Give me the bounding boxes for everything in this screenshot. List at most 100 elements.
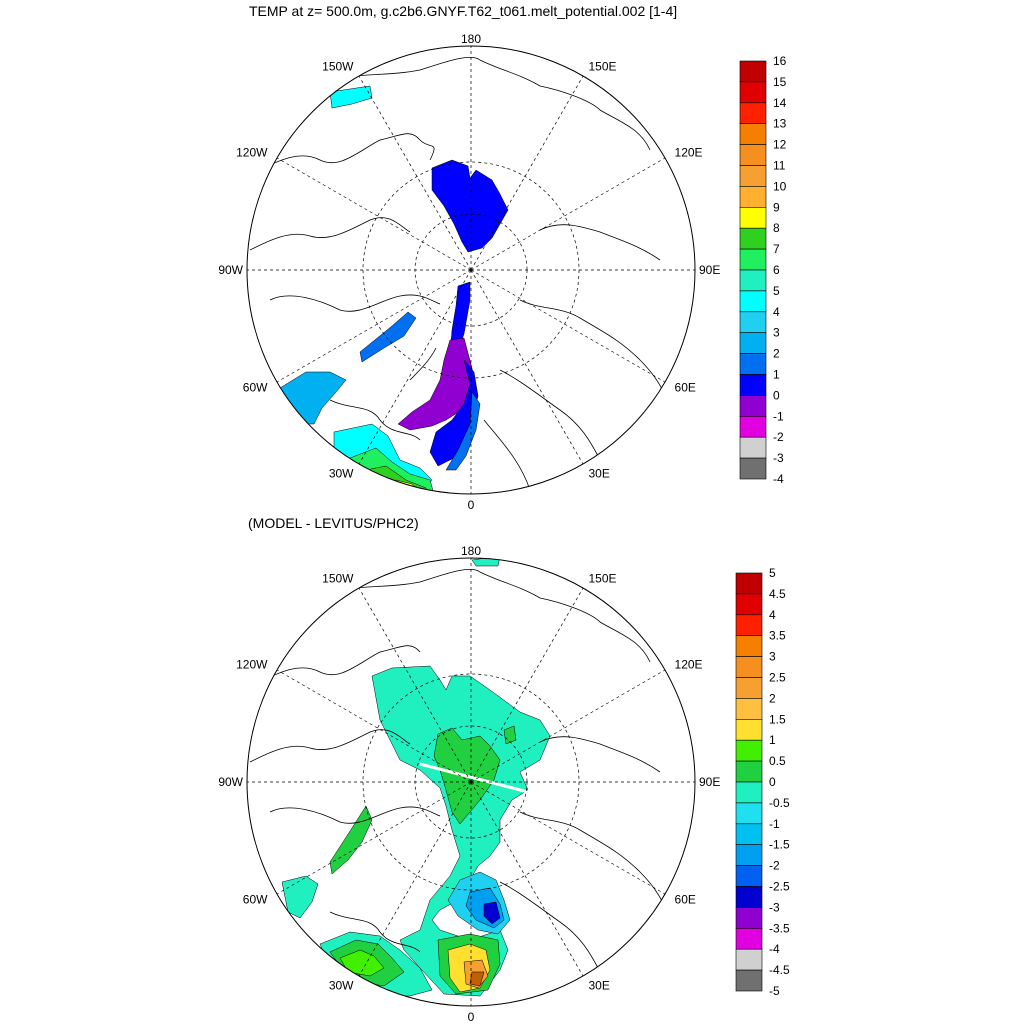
meridian-line-60e bbox=[470, 781, 666, 895]
colorbar-swatch bbox=[735, 760, 763, 783]
meridian-label-120e: 120E bbox=[675, 658, 703, 672]
colorbar-label: 14 bbox=[773, 96, 787, 110]
meridian-line-150w bbox=[358, 75, 472, 271]
colorbar-swatch bbox=[735, 927, 763, 950]
meridian-label-30w: 30W bbox=[329, 467, 354, 481]
meridian-line-30e bbox=[470, 781, 584, 977]
meridian-label-150e: 150E bbox=[589, 571, 617, 585]
meridian-line-60e bbox=[470, 269, 666, 383]
meridian-label-150w: 150W bbox=[322, 571, 354, 585]
colorbar-swatch bbox=[739, 374, 767, 396]
colorbar-label: -3.5 bbox=[769, 921, 790, 935]
meridian-label-60e: 60E bbox=[675, 893, 696, 907]
colorbar-label: 12 bbox=[773, 138, 787, 152]
meridian-line-150w bbox=[358, 587, 472, 783]
meridian-label-0: 0 bbox=[468, 498, 475, 512]
meridian-line-30e bbox=[470, 269, 584, 465]
colorbar-swatch bbox=[739, 290, 767, 313]
meridian-label-120e: 120E bbox=[675, 146, 703, 160]
colorbar-swatch bbox=[735, 677, 763, 699]
colorbar-label: 7 bbox=[773, 242, 780, 256]
colorbar-swatch bbox=[739, 123, 767, 145]
bot-field-basin bbox=[371, 665, 551, 997]
colorbar-swatch bbox=[739, 186, 767, 208]
colorbar-swatch bbox=[735, 823, 763, 845]
meridian-label-30e: 30E bbox=[589, 467, 610, 481]
colorbar-label: -1 bbox=[769, 817, 780, 831]
colorbar-label: -4.5 bbox=[769, 963, 790, 977]
colorbar-label: 3.5 bbox=[769, 629, 786, 643]
meridian-line-150e bbox=[470, 587, 584, 783]
meridian-label-90w: 90W bbox=[218, 263, 243, 277]
meridian-label-150w: 150W bbox=[322, 59, 354, 73]
colorbar-label: 2 bbox=[773, 347, 780, 361]
colorbar-label: 11 bbox=[773, 159, 786, 173]
meridian-label-60e: 60E bbox=[675, 381, 696, 395]
colorbar-label: -2 bbox=[773, 430, 784, 444]
colorbar-swatch bbox=[735, 635, 763, 657]
meridian-label-120w: 120W bbox=[236, 146, 268, 160]
colorbar-label: 2.5 bbox=[769, 671, 786, 685]
colorbar-label: 4 bbox=[769, 608, 776, 622]
colorbar-swatch bbox=[735, 802, 763, 825]
bottom-polar-map: 0 30E 60E 90E 120E 150E 180 150W 120W 90W 60W 30W bbox=[218, 544, 720, 1024]
colorbar-label: -1 bbox=[773, 409, 784, 423]
meridian-label-180: 180 bbox=[461, 32, 481, 46]
colorbar-label: 15 bbox=[773, 75, 787, 89]
colorbar-swatch bbox=[735, 572, 763, 595]
colorbar-label: 4.5 bbox=[769, 587, 786, 601]
colorbar-swatch bbox=[735, 969, 763, 992]
colorbar-swatch bbox=[739, 165, 767, 187]
colorbar-label: 5 bbox=[769, 566, 776, 580]
colorbar-label: 5 bbox=[773, 284, 780, 298]
top-field-bering bbox=[329, 85, 373, 109]
colorbar-swatch bbox=[739, 81, 767, 104]
bottom-map-fields bbox=[281, 558, 551, 997]
colorbar-swatch bbox=[739, 415, 767, 438]
meridian-label-30w: 30W bbox=[329, 979, 354, 993]
bottom-meridians bbox=[247, 558, 695, 1006]
meridian-label-150e: 150E bbox=[589, 59, 617, 73]
colorbar-swatch bbox=[739, 60, 767, 83]
meridian-line-120w bbox=[276, 669, 472, 783]
colorbar-swatch bbox=[735, 948, 763, 971]
top-field-basin bbox=[431, 159, 509, 253]
colorbar-label: 16 bbox=[773, 54, 787, 68]
colorbar-label: 1 bbox=[769, 733, 776, 747]
colorbar-label: 9 bbox=[773, 200, 780, 214]
top-field-labrador bbox=[279, 371, 347, 425]
colorbar-swatch bbox=[735, 593, 763, 616]
colorbar-label: 0.5 bbox=[769, 754, 786, 768]
bot-field-labrador bbox=[281, 875, 319, 919]
bottom-colorbar: 5 4.5 4 3.5 3 2.5 2 1.5 1 0.5 0 -0.5 -1 -1.5 -2 -2.5 -3 -… bbox=[735, 566, 790, 998]
colorbar-swatch bbox=[735, 614, 763, 636]
colorbar-swatch bbox=[739, 248, 767, 271]
colorbar-swatch bbox=[739, 395, 767, 417]
meridian-label-120w: 120W bbox=[236, 658, 268, 672]
colorbar-swatch bbox=[735, 844, 763, 866]
colorbar-swatch bbox=[739, 227, 767, 250]
colorbar-swatch bbox=[739, 457, 767, 480]
colorbar-label: 6 bbox=[773, 263, 780, 277]
colorbar-label: 1 bbox=[773, 368, 780, 382]
meridian-label-180: 180 bbox=[461, 544, 481, 558]
top-panel-title: TEMP at z= 500.0m, g.c2b6.GNYF.T62_t061.… bbox=[249, 3, 678, 19]
colorbar-label: -5 bbox=[769, 984, 780, 998]
bottom-meridian-labels: 0 30E 60E 90E 120E 150E 180 150W 120W 90W 60W 30W bbox=[218, 544, 720, 1024]
colorbar-label: -2.5 bbox=[769, 880, 790, 894]
meridian-line-120w bbox=[276, 157, 472, 271]
top-polar-map: 0 30E 60E 90E 120E 150E 180 150W 120W 90W 60W 30W bbox=[218, 32, 720, 512]
colorbar-swatch bbox=[735, 698, 763, 720]
colorbar-label: -3 bbox=[769, 900, 780, 914]
colorbar-label: 13 bbox=[773, 117, 787, 131]
colorbar-swatch bbox=[735, 907, 763, 929]
meridian-line-60w bbox=[276, 781, 472, 895]
bottom-missing-strip bbox=[419, 762, 529, 794]
meridian-label-0: 0 bbox=[468, 1010, 475, 1024]
colorbar-label: 3 bbox=[773, 326, 780, 340]
colorbar-swatch bbox=[735, 718, 763, 741]
colorbar-swatch bbox=[739, 436, 767, 459]
colorbar-label: 0 bbox=[769, 775, 776, 789]
meridian-line-60w bbox=[276, 269, 472, 383]
